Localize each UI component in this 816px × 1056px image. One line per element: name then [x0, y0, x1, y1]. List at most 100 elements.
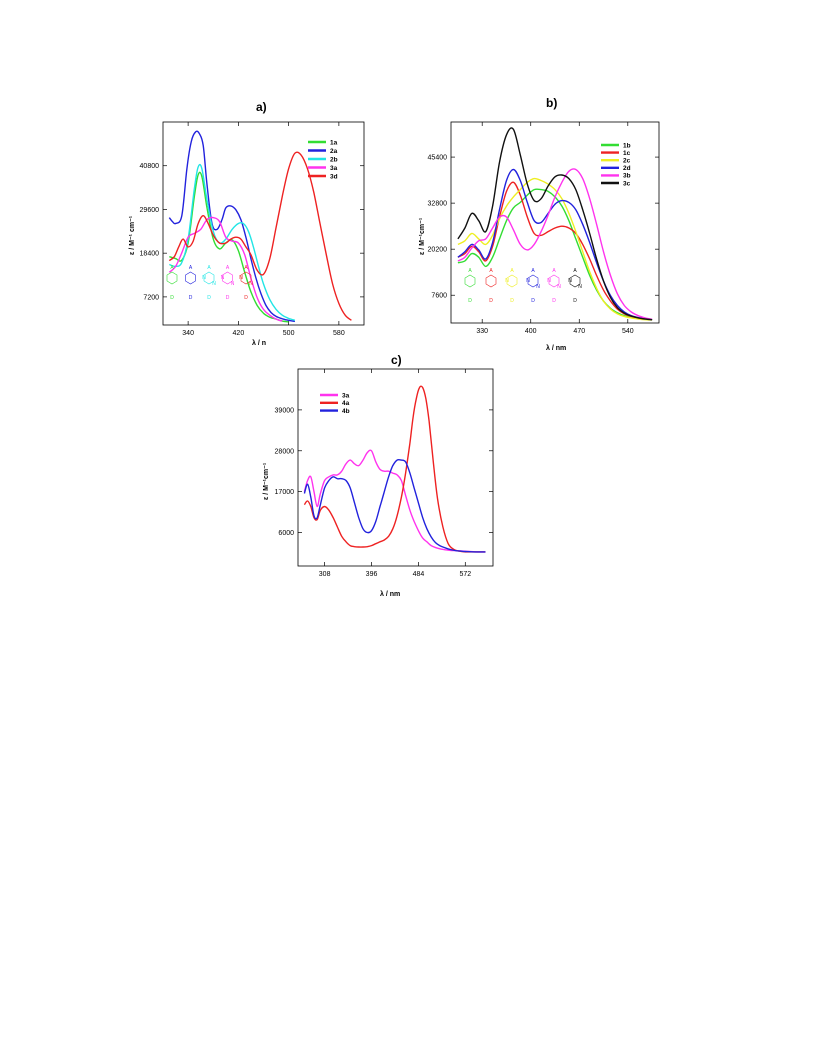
structure-ring [485, 274, 497, 288]
panel-c-plot-frame [297, 368, 494, 567]
structure-label: N [526, 278, 530, 284]
y-tick-label: 29600 [140, 207, 160, 214]
y-tick-label: 7200 [143, 294, 159, 301]
structure-label: D [531, 298, 535, 304]
structure-ring [569, 274, 581, 288]
series-line-3b [457, 168, 653, 320]
panel-b-y-ticks: 7600 20200 32800 45400 [428, 155, 659, 300]
structure-label: A [468, 268, 472, 274]
structure-label: A [552, 268, 556, 274]
structure-label: N [547, 278, 551, 284]
panel-b: b) 7600 20200 32800 45400 330 400 470 540 1b1c… [419, 96, 660, 352]
y-tick-label: 28000 [275, 448, 295, 455]
structure-label: D [207, 295, 211, 301]
panel-c-y-axis-label: ε / M⁻¹cm⁻¹ [263, 462, 270, 500]
x-tick-label: 540 [622, 328, 634, 335]
y-tick-label: 39000 [275, 407, 295, 414]
y-tick-label: 20200 [428, 247, 448, 254]
x-tick-label: 340 [182, 330, 194, 337]
structure-label: N [249, 281, 253, 287]
series-line-3a [303, 449, 486, 553]
structure-ring [240, 271, 252, 285]
x-tick-label: 580 [333, 330, 345, 337]
legend-label-3a: 3a [342, 392, 350, 399]
panel-a: a) 7200 18400 29600 40800 340 420 500 580 1a 2a… [129, 100, 365, 347]
panel-c-x-axis-label: λ / nm [380, 590, 400, 598]
panel-b-x-axis-label: λ / nm [546, 344, 566, 352]
structure-label: A [489, 268, 493, 274]
panel-a-y-axis-label: ε / M⁻¹ cm⁻¹ [129, 215, 136, 255]
structure-label: D [468, 298, 472, 304]
structure-label: N [212, 281, 216, 287]
y-tick-label: 18400 [140, 251, 160, 258]
structure-ring [506, 274, 518, 288]
x-tick-label: 484 [413, 571, 425, 578]
structure-ring [548, 274, 560, 288]
structure-label: A [244, 265, 248, 271]
legend-label-2b: 2b [330, 156, 338, 163]
structure-label: D [226, 295, 230, 301]
y-tick-label: 17000 [275, 489, 295, 496]
structure-label: N [221, 275, 225, 281]
legend-label-3a: 3a [330, 165, 338, 172]
series-line-3a [168, 216, 283, 322]
structure-label: A [189, 265, 193, 271]
series-line-2b [169, 163, 296, 321]
structure-ring [166, 271, 178, 285]
series-line-2d [457, 168, 653, 321]
structure-label: D [573, 298, 577, 304]
x-tick-label: 500 [283, 330, 295, 337]
y-tick-label: 32800 [428, 201, 448, 208]
structure-ring [203, 271, 215, 285]
structure-label: N [505, 278, 509, 284]
structure-label: A [573, 268, 577, 274]
series-line-3c [457, 127, 653, 321]
structure-label: N [231, 281, 235, 287]
structure-label: N [578, 284, 582, 290]
structure-label: A [170, 265, 174, 271]
series-line-4a [303, 385, 486, 553]
x-tick-label: 330 [476, 328, 488, 335]
structure-ring [527, 274, 539, 288]
legend-label-2d: 2d [623, 165, 631, 172]
panel-a-y-ticks: 7200 18400 29600 40800 [140, 163, 364, 301]
y-tick-label: 40800 [140, 163, 160, 170]
legend-label-1b: 1b [623, 142, 631, 149]
structure-label: D [170, 295, 174, 301]
structure-label: A [510, 268, 514, 274]
structure-label: A [207, 265, 211, 271]
panel-c: c) 6000 17000 28000 39000 308 396 484 572 3a4a… [263, 353, 494, 598]
structure-label: N [557, 284, 561, 290]
structure-label: D [189, 295, 193, 301]
series-line-1c [457, 181, 653, 321]
panel-a-series [168, 130, 352, 323]
x-tick-label: 308 [319, 571, 331, 578]
legend-label-4b: 4b [342, 408, 350, 415]
panel-a-x-ticks: 340 420 500 580 [182, 122, 345, 337]
legend-label-2c: 2c [623, 158, 631, 165]
structure-label: N [568, 278, 572, 284]
legend-label-4a: 4a [342, 400, 350, 407]
legend-label-3d: 3d [330, 173, 338, 180]
structure-label: D [510, 298, 514, 304]
structure-ring [222, 271, 233, 285]
x-tick-label: 470 [573, 328, 585, 335]
structure-label: D [489, 298, 493, 304]
panel-a-label: a) [256, 100, 267, 114]
legend-label-3c: 3c [623, 180, 631, 187]
panel-b-series [457, 127, 653, 321]
panel-b-label: b) [546, 96, 557, 110]
panel-c-y-ticks: 6000 17000 28000 39000 [275, 407, 493, 537]
panel-a-plot-frame [162, 121, 365, 326]
legend-label-1c: 1c [623, 150, 631, 157]
x-tick-label: 420 [233, 330, 245, 337]
x-tick-label: 572 [459, 571, 471, 578]
panel-b-x-ticks: 330 400 470 540 [476, 122, 634, 335]
structure-label: D [244, 295, 248, 301]
structure-ring [464, 274, 476, 288]
